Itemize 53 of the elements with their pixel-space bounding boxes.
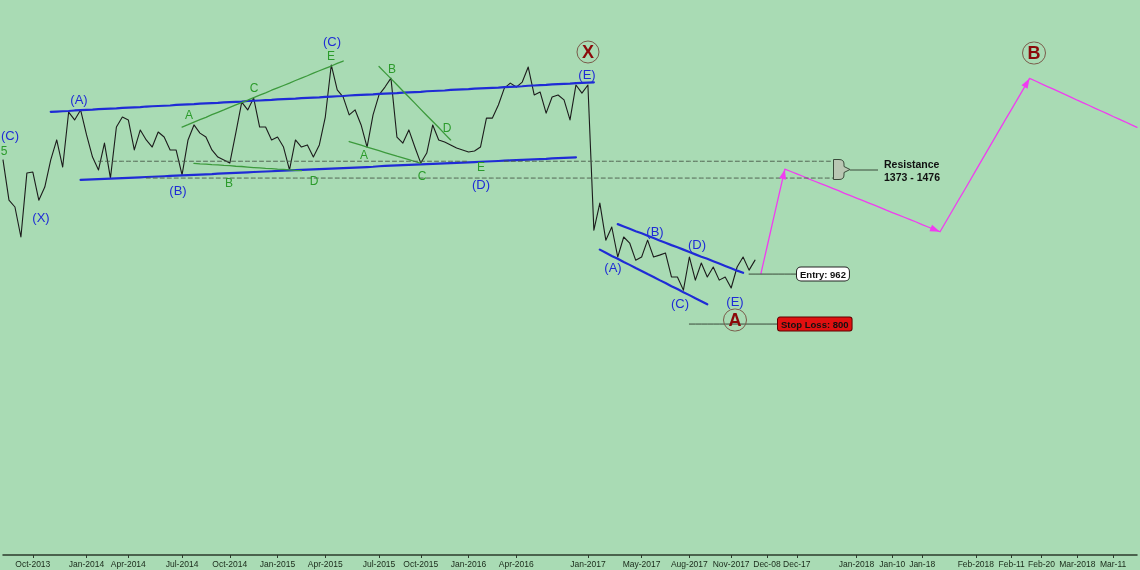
annotation: (E) — [726, 293, 744, 309]
annotation: C — [417, 169, 427, 183]
x-tick-label: Feb-2018 — [957, 558, 995, 569]
x-tick-label: Mar-11 — [1099, 558, 1127, 569]
annotation: E — [476, 160, 486, 174]
annotation: (D) — [687, 236, 707, 252]
annotation: C — [249, 81, 259, 95]
x-tick-label: Dec-08 — [753, 558, 781, 569]
x-tick-label: Oct-2013 — [15, 558, 51, 569]
x-tick-label: May-2017 — [622, 558, 661, 569]
annotation: Entry: 962 — [800, 268, 846, 280]
x-tick-label: Aug-2017 — [670, 558, 709, 569]
x-tick-label: Feb-11 — [998, 558, 1026, 569]
annotation: (C) — [670, 295, 690, 311]
x-tick-label: Jan-2015 — [259, 558, 296, 569]
text: (C) — [322, 33, 342, 49]
x-tick-label: Nov-2017 — [712, 558, 750, 569]
annotation: (E) — [578, 66, 596, 82]
annotation: B — [224, 176, 234, 190]
annotation: X — [581, 42, 595, 62]
annotation: (X) — [32, 209, 50, 225]
x-tick-label: Jan-2017 — [570, 558, 606, 569]
x-tick-label: Oct-2014 — [212, 558, 248, 569]
annotation: (B) — [169, 182, 187, 198]
annotation: 5 — [0, 144, 8, 158]
annotation: (A) — [70, 91, 88, 107]
x-tick-label: Jan-2018 — [838, 558, 875, 569]
x-tick-label: Apr-2016 — [498, 558, 535, 569]
x-tick-label: Jan-2016 — [450, 558, 487, 569]
x-tick-label: Jul-2014 — [165, 558, 199, 569]
annotation: B — [387, 62, 397, 76]
annotation: (C) — [0, 127, 20, 143]
annotation: A — [184, 108, 194, 122]
annotation: (A) — [604, 259, 622, 275]
annotation: A — [359, 148, 369, 162]
annotation: D — [442, 121, 452, 135]
annotation: Stop Loss: 800 — [781, 318, 849, 330]
annotation: A — [728, 310, 742, 330]
annotation: D — [309, 174, 319, 188]
x-tick-label: Dec-17 — [783, 558, 811, 569]
x-tick-label: Jan-18 — [909, 558, 936, 569]
annotation: E — [326, 49, 336, 63]
x-tick-label: Apr-2014 — [110, 558, 147, 569]
x-tick-label: Jul-2015 — [362, 558, 396, 569]
x-tick-label: Apr-2015 — [307, 558, 344, 569]
x-tick-label: Feb-20 — [1028, 558, 1056, 569]
annotation: (D) — [471, 176, 491, 192]
x-tick-label: Jan-2014 — [68, 558, 105, 569]
x-tick-label: Oct-2015 — [403, 558, 439, 569]
annotation: B — [1027, 43, 1041, 63]
x-tick-label: Mar-2018 — [1059, 558, 1096, 569]
annotation: Resistance 1373 - 1476 — [884, 157, 941, 183]
x-tick-label: Jan-10 — [879, 558, 906, 569]
